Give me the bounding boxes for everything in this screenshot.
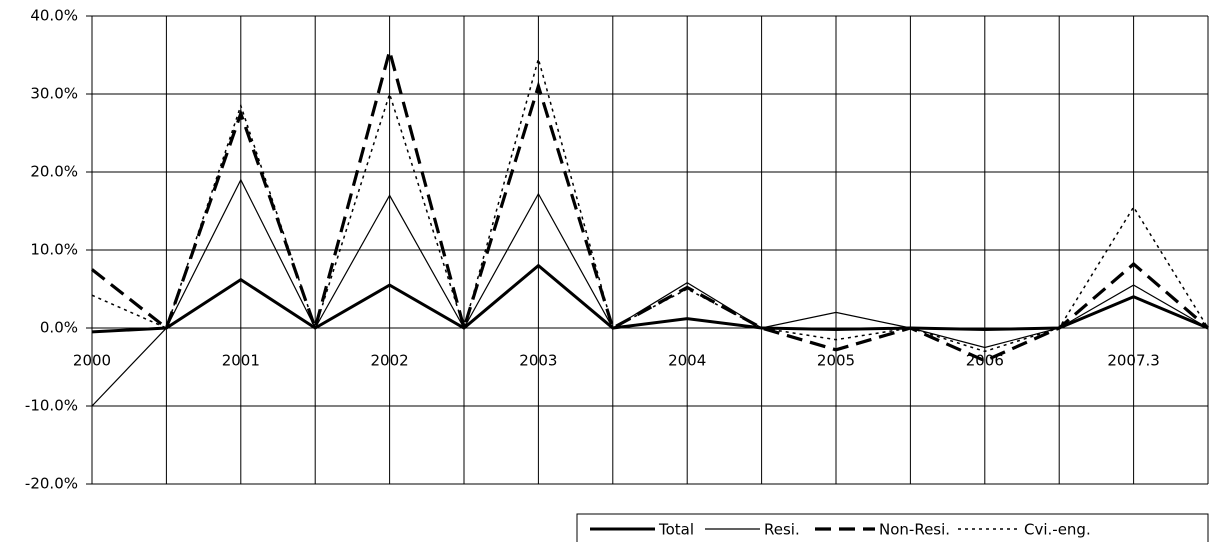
series-line bbox=[91, 44, 1209, 363]
legend-label: Resi. bbox=[764, 521, 800, 539]
legend-label: Cvi.-eng. bbox=[1024, 521, 1091, 539]
y-tick-label: 20.0% bbox=[30, 163, 78, 181]
y-tick-label: 10.0% bbox=[30, 241, 78, 259]
y-tick-label: -10.0% bbox=[25, 397, 78, 415]
y-tick-label: 40.0% bbox=[30, 7, 78, 25]
legend-box bbox=[576, 513, 1209, 542]
series-line bbox=[91, 263, 1209, 334]
series-line bbox=[91, 178, 1209, 407]
y-tick-label: 0.0% bbox=[40, 319, 78, 337]
legend-label: Non-Resi. bbox=[879, 521, 950, 539]
x-tick-label: 2007.3 bbox=[1107, 352, 1160, 370]
x-tick-label: 2000 bbox=[73, 352, 111, 370]
legend-label: Total bbox=[658, 521, 694, 539]
legend: Total Resi. Non-Resi. Cvi.-eng. bbox=[576, 513, 1209, 542]
x-tick-label: 2002 bbox=[371, 352, 409, 370]
y-tick-label: -20.0% bbox=[25, 475, 78, 493]
x-tick-label: 2001 bbox=[222, 352, 260, 370]
x-tick-label: 2005 bbox=[817, 352, 855, 370]
x-tick-label: 2003 bbox=[519, 352, 557, 370]
y-tick-label: 30.0% bbox=[30, 85, 78, 103]
x-tick-label: 2004 bbox=[668, 352, 706, 370]
